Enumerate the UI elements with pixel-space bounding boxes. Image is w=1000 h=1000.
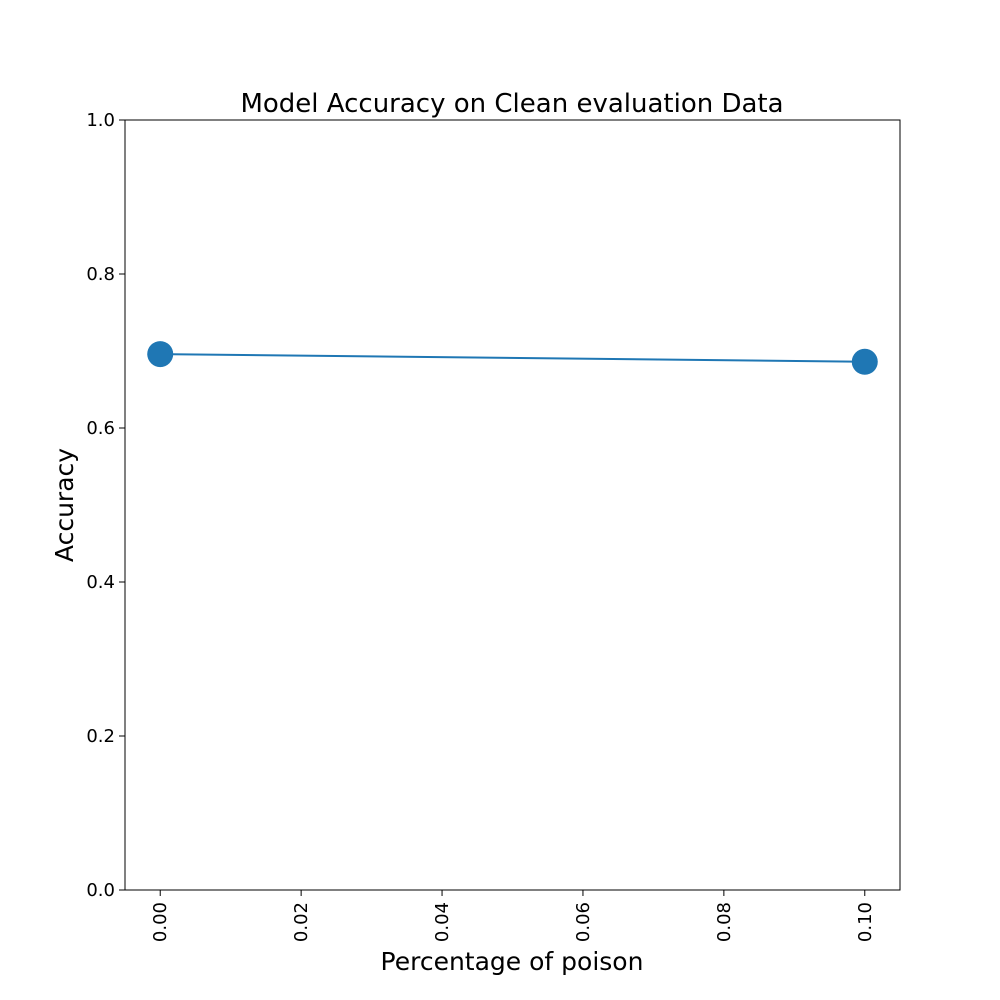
y-tick-label: 0.2 (86, 726, 115, 747)
y-tick-label: 0.6 (86, 418, 115, 439)
x-tick-label: 0.08 (714, 902, 735, 942)
chart-title: Model Accuracy on Clean evaluation Data (240, 89, 783, 119)
series-line (160, 353, 865, 363)
data-point (147, 341, 174, 368)
y-axis-label: Accuracy (50, 448, 79, 562)
plot-area: 0.0 0.2 0.4 0.6 0.8 1.0 0.00 0.02 0.04 0.06 0.08 0.… (86, 110, 901, 942)
y-tick-label: 0.0 (86, 880, 115, 901)
y-tick-label: 1.0 (86, 110, 115, 131)
plot-frame (124, 119, 901, 891)
y-tick-label: 0.4 (86, 572, 115, 593)
x-tick-label: 0.04 (432, 902, 453, 942)
x-tick-label: 0.06 (573, 902, 594, 942)
data-point (851, 348, 878, 375)
y-tick-label: 0.8 (86, 264, 115, 285)
x-tick-label: 0.00 (150, 902, 171, 942)
x-tick-label: 0.02 (291, 902, 312, 942)
x-tick-label: 0.10 (855, 902, 876, 942)
x-axis-label: Percentage of poison (381, 947, 644, 976)
